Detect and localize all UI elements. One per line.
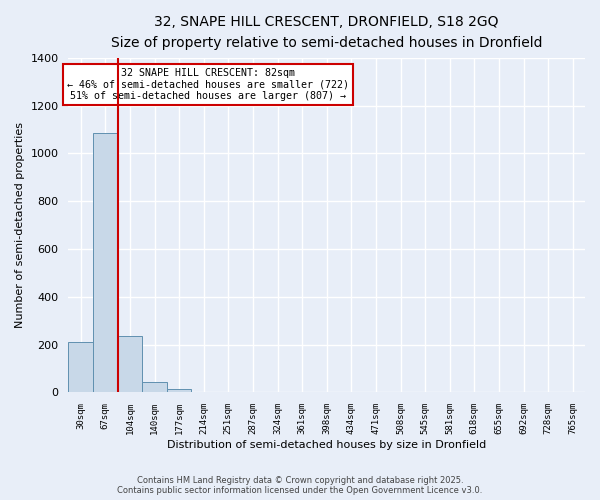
X-axis label: Distribution of semi-detached houses by size in Dronfield: Distribution of semi-detached houses by … <box>167 440 487 450</box>
Text: Contains HM Land Registry data © Crown copyright and database right 2025.
Contai: Contains HM Land Registry data © Crown c… <box>118 476 482 495</box>
Bar <box>167 389 191 392</box>
Bar <box>142 382 167 392</box>
Y-axis label: Number of semi-detached properties: Number of semi-detached properties <box>15 122 25 328</box>
Bar <box>118 336 142 392</box>
Text: 32 SNAPE HILL CRESCENT: 82sqm
← 46% of semi-detached houses are smaller (722)
51: 32 SNAPE HILL CRESCENT: 82sqm ← 46% of s… <box>67 68 349 101</box>
Title: 32, SNAPE HILL CRESCENT, DRONFIELD, S18 2GQ
Size of property relative to semi-de: 32, SNAPE HILL CRESCENT, DRONFIELD, S18 … <box>111 15 542 50</box>
Bar <box>68 342 93 392</box>
Bar <box>93 133 118 392</box>
